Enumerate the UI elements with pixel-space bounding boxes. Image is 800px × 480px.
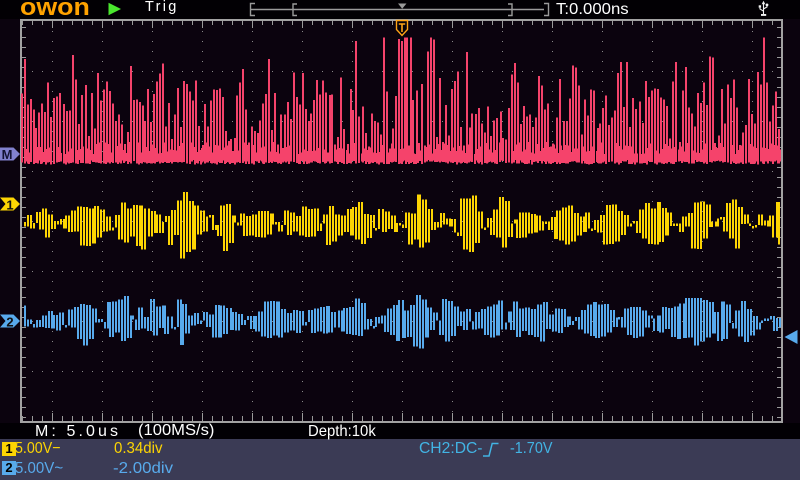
svg-text:2: 2 [6,315,13,330]
svg-text:M: M [2,147,13,162]
svg-text:1: 1 [6,198,13,213]
